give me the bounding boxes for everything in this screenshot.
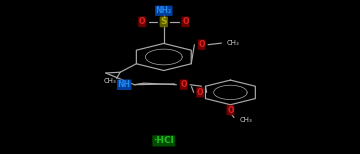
Text: ·HCl: ·HCl: [153, 136, 174, 145]
Text: O: O: [180, 80, 187, 89]
Text: O: O: [182, 17, 189, 26]
Text: O: O: [197, 88, 203, 97]
Text: S: S: [161, 17, 167, 26]
Text: CH₃: CH₃: [239, 117, 252, 123]
Text: CH₃: CH₃: [227, 40, 239, 46]
Text: CH₃: CH₃: [104, 78, 116, 84]
Text: O: O: [198, 40, 205, 49]
Text: O: O: [139, 17, 145, 26]
Text: NH₂: NH₂: [156, 6, 172, 15]
Text: O: O: [227, 106, 234, 115]
Text: NH: NH: [118, 80, 131, 89]
